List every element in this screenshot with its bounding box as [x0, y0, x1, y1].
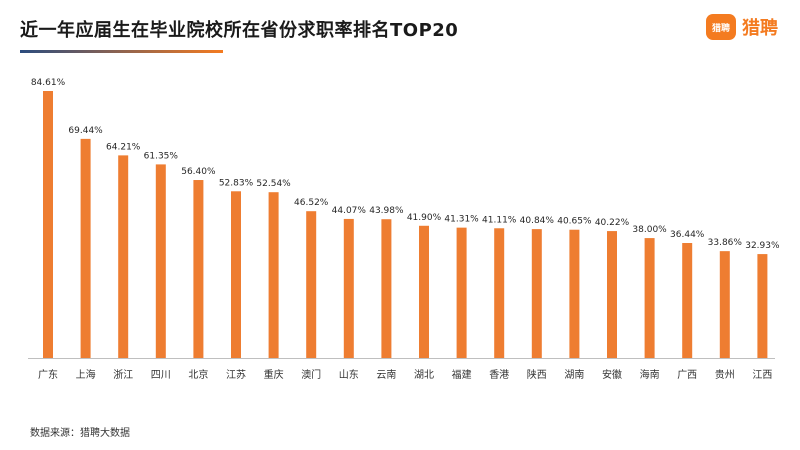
x-tick-label: 陕西	[527, 368, 547, 381]
bar-香港	[494, 228, 505, 358]
bar-江西	[757, 254, 768, 358]
data-label: 84.61%	[31, 78, 66, 88]
bar-澳门	[306, 211, 317, 358]
data-label: 41.11%	[482, 215, 517, 225]
bar-湖北	[419, 225, 429, 358]
data-label: 40.22%	[595, 218, 630, 228]
data-label: 41.90%	[407, 213, 442, 223]
x-tick-label: 澳门	[301, 368, 321, 381]
bar-湖南	[569, 229, 580, 358]
x-tick-label: 山东	[339, 368, 359, 381]
bar-上海	[80, 138, 91, 358]
data-label: 38.00%	[632, 225, 667, 235]
bar-贵州	[719, 251, 730, 358]
x-tick-label: 北京	[188, 368, 208, 381]
chart-title: 近一年应届生在毕业院校所在省份求职率排名TOP20	[20, 20, 459, 41]
x-tick-label: 广西	[677, 369, 697, 381]
data-label: 52.83%	[219, 178, 254, 188]
data-label: 40.65%	[557, 217, 592, 227]
x-tick-label: 贵州	[715, 368, 735, 381]
x-tick-label: 江苏	[226, 368, 246, 381]
logo-icon: 猎聘	[706, 14, 736, 40]
bar-云南	[381, 219, 392, 358]
bar-四川	[155, 164, 166, 358]
x-tick-label: 福建	[452, 368, 472, 381]
bar-广东	[43, 91, 53, 358]
bar-海南	[644, 238, 655, 358]
data-source: 数据来源：猎聘大数据	[30, 428, 130, 439]
bar-北京	[193, 180, 204, 358]
bar-陕西	[531, 229, 542, 358]
data-label: 69.44%	[68, 126, 103, 136]
bar-广西	[682, 243, 693, 358]
data-label: 61.35%	[144, 151, 179, 161]
x-tick-label: 重庆	[264, 368, 284, 381]
logo-text: 猎聘	[742, 18, 778, 39]
data-label: 52.54%	[256, 179, 291, 189]
data-label: 44.07%	[332, 206, 367, 216]
bar-安徽	[607, 231, 617, 358]
bar-福建	[456, 227, 467, 358]
data-label: 36.44%	[670, 230, 705, 240]
data-label: 64.21%	[106, 142, 141, 152]
title-underline	[20, 50, 223, 53]
x-tick-label: 四川	[151, 370, 171, 381]
x-tick-label: 湖北	[414, 369, 434, 381]
x-tick-label: 安徽	[602, 368, 622, 381]
x-tick-label: 广东	[38, 368, 58, 381]
data-label: 46.52%	[294, 198, 329, 208]
x-tick-label: 海南	[640, 368, 660, 381]
x-tick-label: 云南	[376, 368, 396, 381]
bar-浙江	[118, 155, 129, 358]
data-label: 41.31%	[444, 215, 479, 225]
x-tick-label: 上海	[76, 368, 96, 381]
x-tick-label: 浙江	[113, 369, 133, 381]
data-label: 43.98%	[369, 206, 404, 216]
data-label: 40.84%	[520, 216, 555, 226]
x-tick-label: 香港	[489, 369, 509, 381]
data-label: 33.86%	[708, 238, 743, 248]
data-label: 56.40%	[181, 167, 216, 177]
x-tick-label: 江西	[752, 369, 772, 381]
bar-江苏	[231, 191, 241, 358]
bar-山东	[343, 218, 354, 358]
data-label: 32.93%	[745, 241, 780, 251]
bar-重庆	[268, 192, 279, 358]
x-tick-label: 湖南	[564, 368, 584, 381]
liepin-logo: 猎聘 猎聘	[706, 14, 778, 40]
